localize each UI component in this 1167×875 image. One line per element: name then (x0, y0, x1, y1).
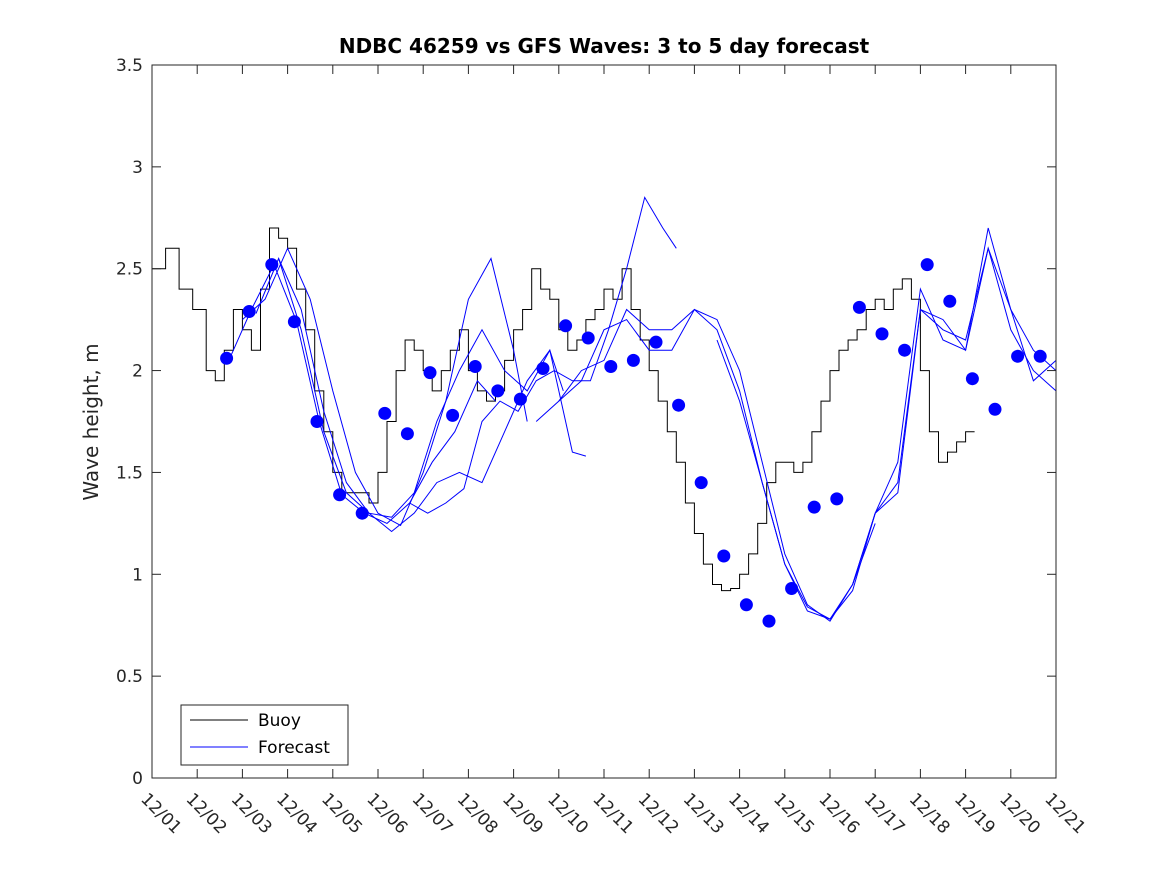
y-tick-label: 1.5 (116, 463, 143, 483)
forecast-point (287, 315, 301, 329)
y-axis-label: Wave height, m (79, 343, 103, 500)
forecast-point (717, 549, 731, 563)
forecast-point (310, 415, 324, 428)
forecast-point (220, 351, 234, 365)
y-axis: 0 0.5 1 1.5 2 2.5 3 3.5 (116, 56, 1056, 789)
legend-box (180, 704, 349, 766)
legend: Buoy Forecast (180, 704, 349, 766)
forecast-points (220, 258, 1047, 628)
x-tick-label: 12/09 (498, 789, 547, 838)
forecast-point (1011, 349, 1025, 363)
x-tick-label: 12/16 (814, 789, 863, 838)
x-tick-label: 12/13 (679, 789, 728, 838)
x-tick-label: 12/20 (995, 789, 1044, 838)
forecast-point (378, 406, 392, 420)
x-tick-label: 12/04 (272, 789, 321, 838)
forecast-point (604, 360, 618, 373)
x-tick-label: 12/05 (317, 789, 366, 838)
forecast-line-7 (716, 246, 1057, 620)
forecast-point (491, 384, 505, 398)
forecast-point (536, 362, 550, 375)
x-tick-label: 12/11 (588, 789, 637, 838)
forecast-point (581, 331, 595, 345)
legend-label-forecast: Forecast (258, 738, 330, 758)
x-tick-label: 12/08 (453, 789, 502, 838)
x-tick-label: 12/14 (724, 789, 773, 838)
forecast-line-6 (558, 246, 1057, 620)
y-tick-label: 0 (132, 769, 143, 789)
forecast-point (265, 258, 279, 272)
forecast-point (423, 366, 437, 380)
legend-label-buoy: Buoy (258, 711, 301, 731)
x-tick-label: 12/17 (860, 789, 909, 838)
x-tick-label: 12/18 (905, 789, 954, 838)
x-tick-label: 12/12 (634, 789, 683, 838)
x-tick-label: 12/15 (769, 789, 818, 838)
forecast-point (468, 360, 482, 373)
x-tick-label: 12/02 (182, 789, 231, 838)
forecast-line-4 (409, 196, 677, 514)
forecast-point (807, 500, 821, 514)
y-tick-label: 3.5 (116, 56, 143, 76)
forecast-point (559, 319, 573, 333)
forecast-point (852, 300, 866, 314)
plot-area (152, 65, 1056, 778)
x-tick-label: 12/19 (950, 789, 999, 838)
y-tick-label: 2 (132, 362, 143, 382)
x-tick-label: 12/21 (1040, 789, 1089, 838)
forecast-point (898, 343, 912, 357)
forecast-point (446, 408, 460, 422)
x-tick-label: 12/01 (136, 789, 185, 838)
forecast-line-3 (278, 258, 587, 533)
forecast-point (1033, 349, 1047, 363)
y-tick-label: 3 (132, 158, 143, 178)
forecast-point (513, 392, 527, 406)
chart-title: NDBC 46259 vs GFS Waves: 3 to 5 day fore… (339, 34, 870, 58)
forecast-line-8 (852, 227, 1057, 585)
forecast-point (649, 335, 663, 349)
y-tick-label: 0.5 (116, 667, 143, 687)
forecast-point (830, 492, 844, 506)
forecast-point (333, 488, 347, 502)
forecast-point (355, 506, 369, 520)
forecast-point (920, 258, 934, 272)
forecast-line-2 (255, 257, 564, 518)
forecast-point (965, 372, 979, 386)
y-tick-label: 2.5 (116, 260, 143, 280)
forecast-point (672, 398, 686, 412)
x-tick-label: 12/10 (543, 789, 592, 838)
forecast-point (762, 614, 776, 628)
forecast-point (875, 327, 889, 341)
forecast-point (739, 598, 753, 612)
forecast-line-1 (242, 247, 528, 527)
x-tick-label: 12/07 (408, 789, 457, 838)
forecast-point (785, 582, 799, 595)
forecast-point (400, 427, 414, 441)
forecast-point (988, 402, 1002, 416)
forecast-point (694, 476, 708, 490)
y-tick-label: 1 (132, 565, 143, 585)
forecast-point (943, 294, 957, 308)
forecast-point (626, 353, 640, 367)
forecast-point (242, 305, 256, 318)
x-tick-label: 12/03 (227, 789, 276, 838)
x-tick-label: 12/06 (362, 789, 411, 838)
